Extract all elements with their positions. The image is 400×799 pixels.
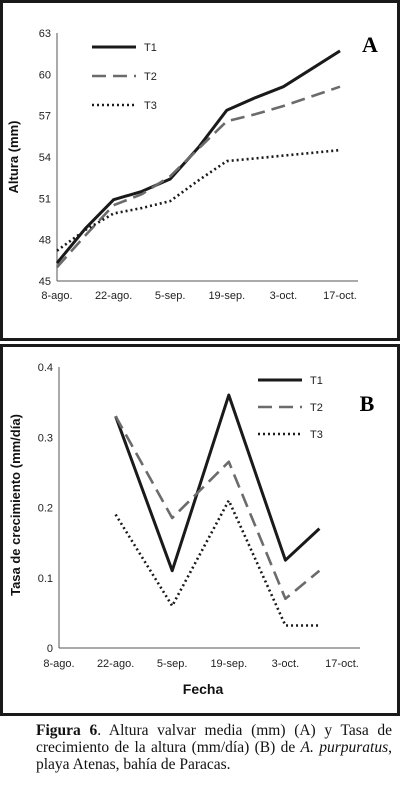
chart-b-y-tick-label: 0.4 xyxy=(38,362,53,374)
figure-label: Figura 6 xyxy=(36,722,98,739)
caption-text-2: , playa Atenas, bahía de Paracas. xyxy=(36,739,392,773)
chart-b-y-tick-label: 0.3 xyxy=(38,432,53,444)
species-name: A. purpuratus xyxy=(300,739,389,756)
chart-panel-b xyxy=(0,344,400,716)
chart-a-x-tick-label: 19-sep. xyxy=(208,290,245,302)
chart-a-legend-label-t1: T1 xyxy=(144,42,157,54)
chart-a-x-tick-label: 8-ago. xyxy=(41,290,72,302)
chart-b-y-tick-label: 0.2 xyxy=(38,503,53,515)
chart-a-y-tick-label: 45 xyxy=(39,276,51,288)
chart-a-y-tick-label: 63 xyxy=(39,28,51,40)
chart-a-x-tick-label: 22-ago. xyxy=(95,290,132,302)
chart-a-y-axis-label: Altura (mm) xyxy=(6,121,21,194)
chart-a-svg: 45 48 51 54 57 60 63 8-ago. 22-ago. 5-sep. 19-sep.… xyxy=(6,28,378,302)
chart-b-series-line-t1 xyxy=(114,393,321,573)
chart-b-x-axis-label: Fecha xyxy=(183,681,224,697)
figure-caption: Figura 6. Altura valvar media (mm) (A) y… xyxy=(36,722,392,773)
chart-b-y-axis-label: Tasa de crecimiento (mm/día) xyxy=(8,414,23,596)
chart-a-x-tick-label: 17-oct. xyxy=(323,290,357,302)
chart-b-legend-label-t1: T1 xyxy=(310,375,323,387)
chart-a-y-tick-label: 48 xyxy=(39,235,51,247)
chart-b-series-line-t3 xyxy=(114,499,320,627)
chart-a-x-tick-label: 5-sep. xyxy=(155,290,186,302)
chart-a-y-tick-label: 57 xyxy=(39,111,51,123)
caption-text-1: . Altura valvar media (mm) (A) y Tasa de… xyxy=(36,722,392,756)
chart-b-x-tick-label: 19-sep. xyxy=(210,658,247,670)
chart-b-y-tick-label: 0 xyxy=(47,643,53,655)
chart-a-series-line-t1 xyxy=(55,49,341,265)
chart-b-series-line-t2 xyxy=(114,415,321,601)
chart-a-y-tick-label: 51 xyxy=(39,193,51,205)
chart-b-x-tick-label: 3-oct. xyxy=(272,658,300,670)
chart-b-panel-label: B xyxy=(360,391,375,416)
chart-a-x-tick-label: 3-oct. xyxy=(270,290,298,302)
chart-a-legend-label-t3: T3 xyxy=(144,100,157,112)
chart-a-y-tick-label: 60 xyxy=(39,69,51,81)
chart-a-series-line-t2 xyxy=(56,85,341,269)
chart-a-y-tick-label: 54 xyxy=(39,152,51,164)
chart-a-panel-label: A xyxy=(362,32,378,57)
chart-b-legend-label-t3: T3 xyxy=(310,429,323,441)
chart-a-legend-label-t2: T2 xyxy=(144,71,157,83)
chart-b-x-tick-label: 5-sep. xyxy=(157,658,188,670)
chart-b-y-tick-label: 0.1 xyxy=(38,573,53,585)
chart-b-svg: 0 0.1 0.2 0.3 0.4 8-ago. 22-ago. 5-sep. 19-sep. 3… xyxy=(8,362,375,697)
chart-b-legend-label-t2: T2 xyxy=(310,402,323,414)
chart-b-x-tick-label: 17-oct. xyxy=(325,658,359,670)
chart-a-series-line-t3 xyxy=(56,148,341,252)
chart-b-x-tick-label: 22-ago. xyxy=(97,658,134,670)
chart-b-x-tick-label: 8-ago. xyxy=(43,658,74,670)
